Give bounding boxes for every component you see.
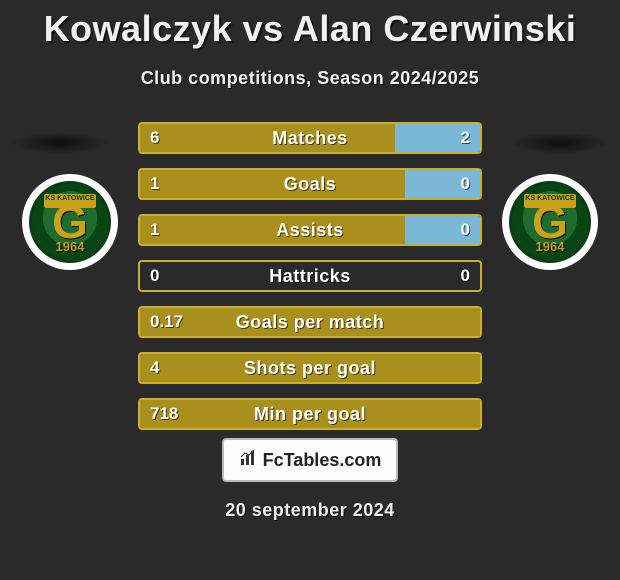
- p2-value: 0: [451, 170, 480, 198]
- fctables-logo: FcTables.com: [222, 438, 398, 482]
- subtitle: Club competitions, Season 2024/2025: [0, 68, 620, 89]
- stat-row: Min per goal718: [138, 398, 482, 430]
- page-title: Kowalczyk vs Alan Czerwinski: [0, 0, 620, 50]
- badge-year: 1964: [536, 239, 565, 254]
- p1-value: 1: [140, 216, 169, 244]
- stat-label: Assists: [140, 216, 480, 244]
- chart-icon: [239, 449, 257, 472]
- badge-year: 1964: [56, 239, 85, 254]
- stat-label: Goals: [140, 170, 480, 198]
- stat-row: Hattricks0 0: [138, 260, 482, 292]
- stat-row: Goals1 0: [138, 168, 482, 200]
- club-badge-inner: KS KATOWICE G 1964: [29, 181, 111, 263]
- p1-value: 0.17: [140, 308, 193, 336]
- badge-ribbon: KS KATOWICE: [44, 194, 96, 208]
- badge-ribbon: KS KATOWICE: [524, 194, 576, 208]
- p1-value: 718: [140, 400, 188, 428]
- stat-label: Hattricks: [140, 262, 480, 290]
- player1-shadow: [10, 132, 110, 154]
- stat-label: Shots per goal: [140, 354, 480, 382]
- stat-row: Goals per match0.17: [138, 306, 482, 338]
- stat-label: Matches: [140, 124, 480, 152]
- p1-value: 4: [140, 354, 169, 382]
- player2-shadow: [510, 132, 610, 154]
- stat-row: Assists1 0: [138, 214, 482, 246]
- p1-value: 6: [140, 124, 169, 152]
- footer-date: 20 september 2024: [0, 500, 620, 521]
- p2-value: 2: [451, 124, 480, 152]
- player2-club-badge: KS KATOWICE G 1964: [502, 174, 598, 270]
- logo-text: FcTables.com: [263, 450, 382, 471]
- p2-value: 0: [451, 216, 480, 244]
- player1-club-badge: KS KATOWICE G 1964: [22, 174, 118, 270]
- club-badge-inner: KS KATOWICE G 1964: [509, 181, 591, 263]
- stat-label: Min per goal: [140, 400, 480, 428]
- p1-value: 0: [140, 262, 169, 290]
- stat-row: Shots per goal4: [138, 352, 482, 384]
- stat-row: Matches6 2: [138, 122, 482, 154]
- p2-value: 0: [451, 262, 480, 290]
- comparison-bars: Matches62Goals10Assists10Hattricks00Goal…: [138, 122, 482, 444]
- p1-value: 1: [140, 170, 169, 198]
